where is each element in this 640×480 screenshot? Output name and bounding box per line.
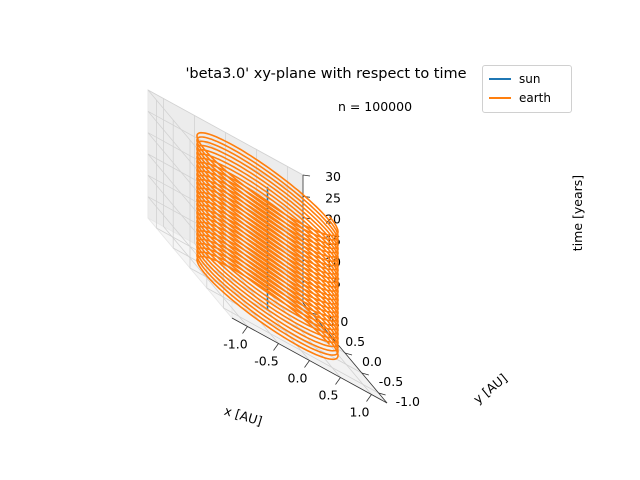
tick-labels: -1.0-0.50.00.51.0-1.0-0.50.00.51.0510152… [223,169,420,420]
x-tick-label: 0.5 [319,388,339,403]
y-tick-mark [361,372,369,376]
y-tick-label: -1.0 [396,394,420,409]
annotation-n: n = 100000 [338,99,412,114]
y-tick-label: 0.0 [362,354,382,369]
x-tick-label: 0.0 [288,371,308,386]
x-tick-label: 1.0 [350,405,370,420]
x-axis-label: x [AU] [223,403,265,429]
legend-swatch-earth [489,97,511,99]
legend: sun earth [482,65,572,113]
y-axis-label: y [AU] [470,370,510,406]
x-tick-label: -1.0 [223,337,247,352]
y-tick-mark [378,392,386,396]
x-tick-label: -0.5 [254,354,278,369]
z-tick-label: 20 [325,212,341,227]
x-tick-mark [304,360,310,368]
legend-item-earth: earth [489,89,551,107]
legend-item-sun: sun [489,70,540,88]
x-tick-mark [335,377,341,385]
z-tick-label: 25 [325,190,341,205]
z-axis-label: time [years] [570,175,585,251]
legend-label-sun: sun [519,72,541,86]
y-tick-mark [344,352,353,356]
y-tick-label: -0.5 [379,374,403,389]
legend-swatch-sun [489,78,511,80]
z-tick-mark [302,174,311,177]
z-tick-label: 30 [325,169,341,184]
x-tick-mark [366,394,372,402]
chart-title: 'beta3.0' xy-plane with respect to time [185,66,466,82]
legend-label-earth: earth [519,91,551,105]
plot-area [196,131,339,361]
x-tick-mark [273,343,279,351]
x-tick-mark [242,326,248,334]
y-tick-label: 0.5 [345,334,365,349]
earth-orbit-line [196,131,339,361]
